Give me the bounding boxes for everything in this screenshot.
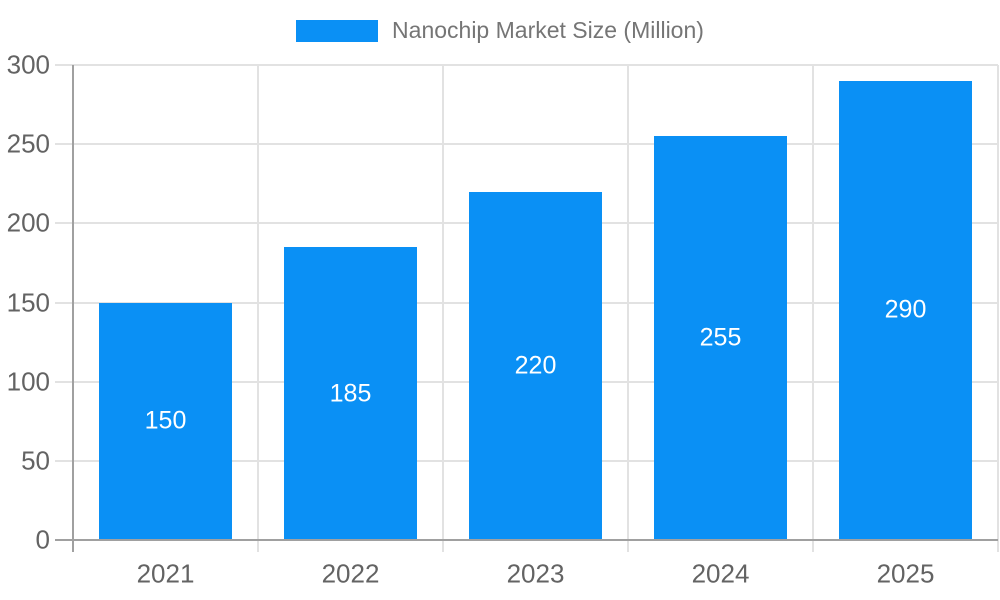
gridline-vertical: [442, 65, 444, 552]
bar-value-label: 185: [329, 379, 372, 408]
legend: Nanochip Market Size (Million): [0, 17, 1000, 44]
x-axis-tick-label: 2025: [876, 558, 935, 589]
legend-swatch: [296, 19, 379, 42]
gridline-vertical: [997, 65, 999, 552]
bar-value-label: 220: [514, 351, 557, 380]
x-axis-tick-label: 2023: [506, 558, 565, 589]
gridline-vertical: [627, 65, 629, 552]
y-axis-tick-label: 200: [6, 207, 50, 238]
gridline-vertical: [812, 65, 814, 552]
legend-label: Nanochip Market Size (Million): [392, 17, 704, 43]
y-axis-tick-label: 150: [6, 287, 50, 317]
x-axis-tick-label: 2024: [691, 558, 750, 589]
x-axis-line: [55, 539, 998, 541]
bar-2023[interactable]: [469, 191, 602, 540]
bar-value-label: 290: [884, 295, 927, 324]
bar-2021[interactable]: [99, 302, 232, 540]
gridline-vertical: [257, 65, 259, 552]
bar-value-label: 255: [699, 323, 742, 352]
gridline-horizontal: [55, 64, 998, 66]
y-axis-tick-label: 0: [35, 524, 50, 555]
gridline-horizontal: [55, 143, 998, 146]
y-axis-tick-label: 300: [6, 49, 50, 80]
y-axis-line: [72, 65, 74, 552]
y-axis-tick-label: 250: [6, 128, 50, 159]
bar-2022[interactable]: [284, 247, 417, 540]
plot-area: 150 185 220 255 290 0 50 100 150 200 250 300 2021 202…: [7, 50, 999, 589]
bar-2024[interactable]: [654, 136, 787, 540]
x-axis-tick-label: 2021: [136, 558, 195, 589]
x-axis-tick-label: 2022: [321, 558, 380, 589]
y-axis-tick-label: 100: [6, 366, 50, 397]
bar-2025[interactable]: [839, 80, 972, 540]
y-axis-tick-label: 50: [21, 445, 50, 476]
bar-value-label: 150: [144, 406, 187, 435]
